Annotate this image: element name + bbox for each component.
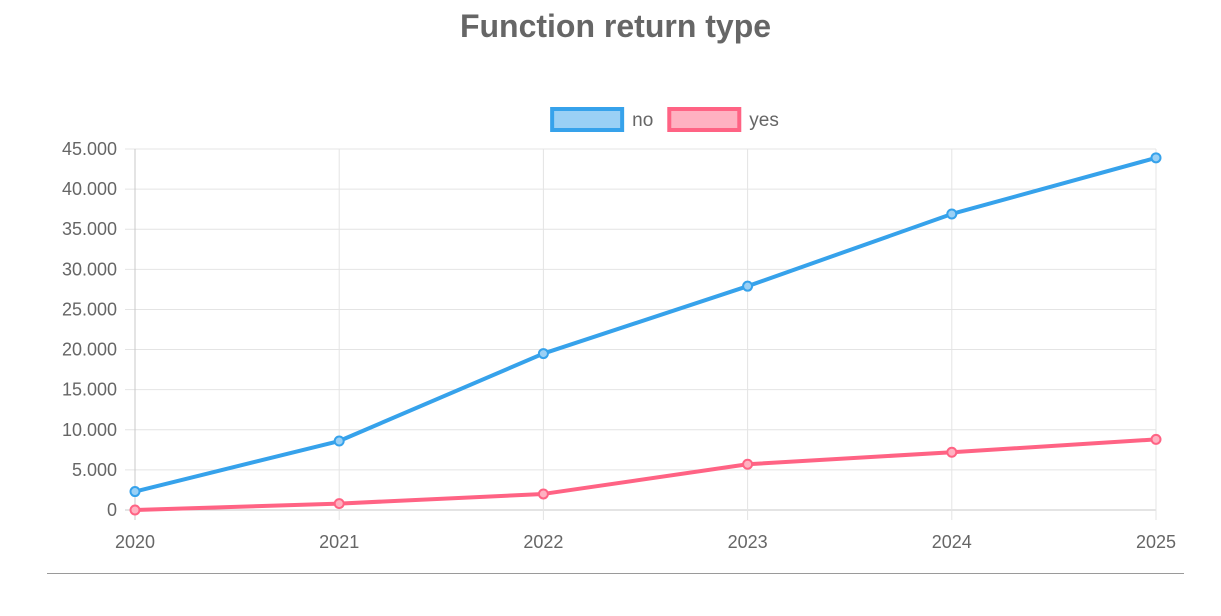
data-point-no	[946, 208, 958, 220]
y-tick-label: 0	[107, 500, 117, 520]
data-point-no	[1150, 152, 1162, 164]
y-tick-label: 35.000	[62, 219, 117, 239]
y-tick-label: 10.000	[62, 420, 117, 440]
data-point-yes	[946, 446, 958, 458]
legend-label-no: no	[632, 110, 653, 131]
x-tick-label: 2025	[1136, 532, 1176, 552]
y-tick-label: 15.000	[62, 380, 117, 400]
data-point-no	[742, 280, 754, 292]
series	[129, 152, 1162, 516]
x-tick-label: 2022	[523, 532, 563, 552]
legend-label-yes: yes	[749, 110, 779, 131]
y-tick-label: 20.000	[62, 340, 117, 360]
data-point-yes	[742, 458, 754, 470]
y-tick-label: 30.000	[62, 259, 117, 279]
data-point-yes	[537, 488, 549, 500]
x-tick-label: 2023	[728, 532, 768, 552]
legend-swatch-no	[550, 107, 625, 132]
x-tick-label: 2021	[319, 532, 359, 552]
grid	[125, 148, 1157, 520]
data-point-yes	[333, 498, 345, 510]
x-tick-label: 2024	[932, 532, 972, 552]
chart-title: Function return type	[459, 8, 772, 44]
series-line-no	[133, 155, 1158, 494]
data-point-no	[333, 435, 345, 447]
y-tick-label: 40.000	[62, 179, 117, 199]
legend: no yes	[550, 107, 779, 132]
data-point-no	[129, 486, 141, 498]
data-point-no	[537, 348, 549, 360]
series-line-yes	[133, 437, 1158, 512]
x-tick-label: 2020	[115, 532, 155, 552]
y-tick-label: 25.000	[62, 299, 117, 319]
data-point-yes	[1150, 433, 1162, 445]
axes: 0 5.000 10.000 15.000 20.000 25.000 30.000 35.0…	[62, 139, 1176, 552]
y-tick-label: 45.000	[62, 139, 117, 159]
y-tick-label: 5.000	[72, 460, 117, 480]
divider	[47, 573, 1184, 574]
data-point-yes	[129, 504, 141, 516]
legend-swatch-yes	[667, 107, 742, 132]
